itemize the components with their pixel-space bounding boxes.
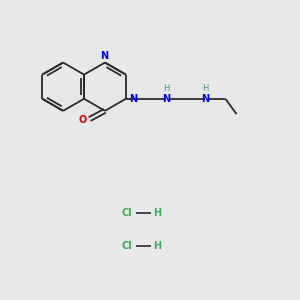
Text: O: O	[79, 115, 87, 125]
Text: H: H	[153, 241, 161, 251]
Text: H: H	[202, 84, 208, 93]
Text: Cl: Cl	[121, 241, 132, 251]
Text: N: N	[201, 94, 209, 104]
Text: H: H	[163, 84, 169, 93]
Text: Cl: Cl	[121, 208, 132, 218]
Text: N: N	[100, 51, 108, 61]
Text: H: H	[153, 208, 161, 218]
Text: N: N	[129, 94, 137, 104]
Text: N: N	[162, 94, 170, 104]
